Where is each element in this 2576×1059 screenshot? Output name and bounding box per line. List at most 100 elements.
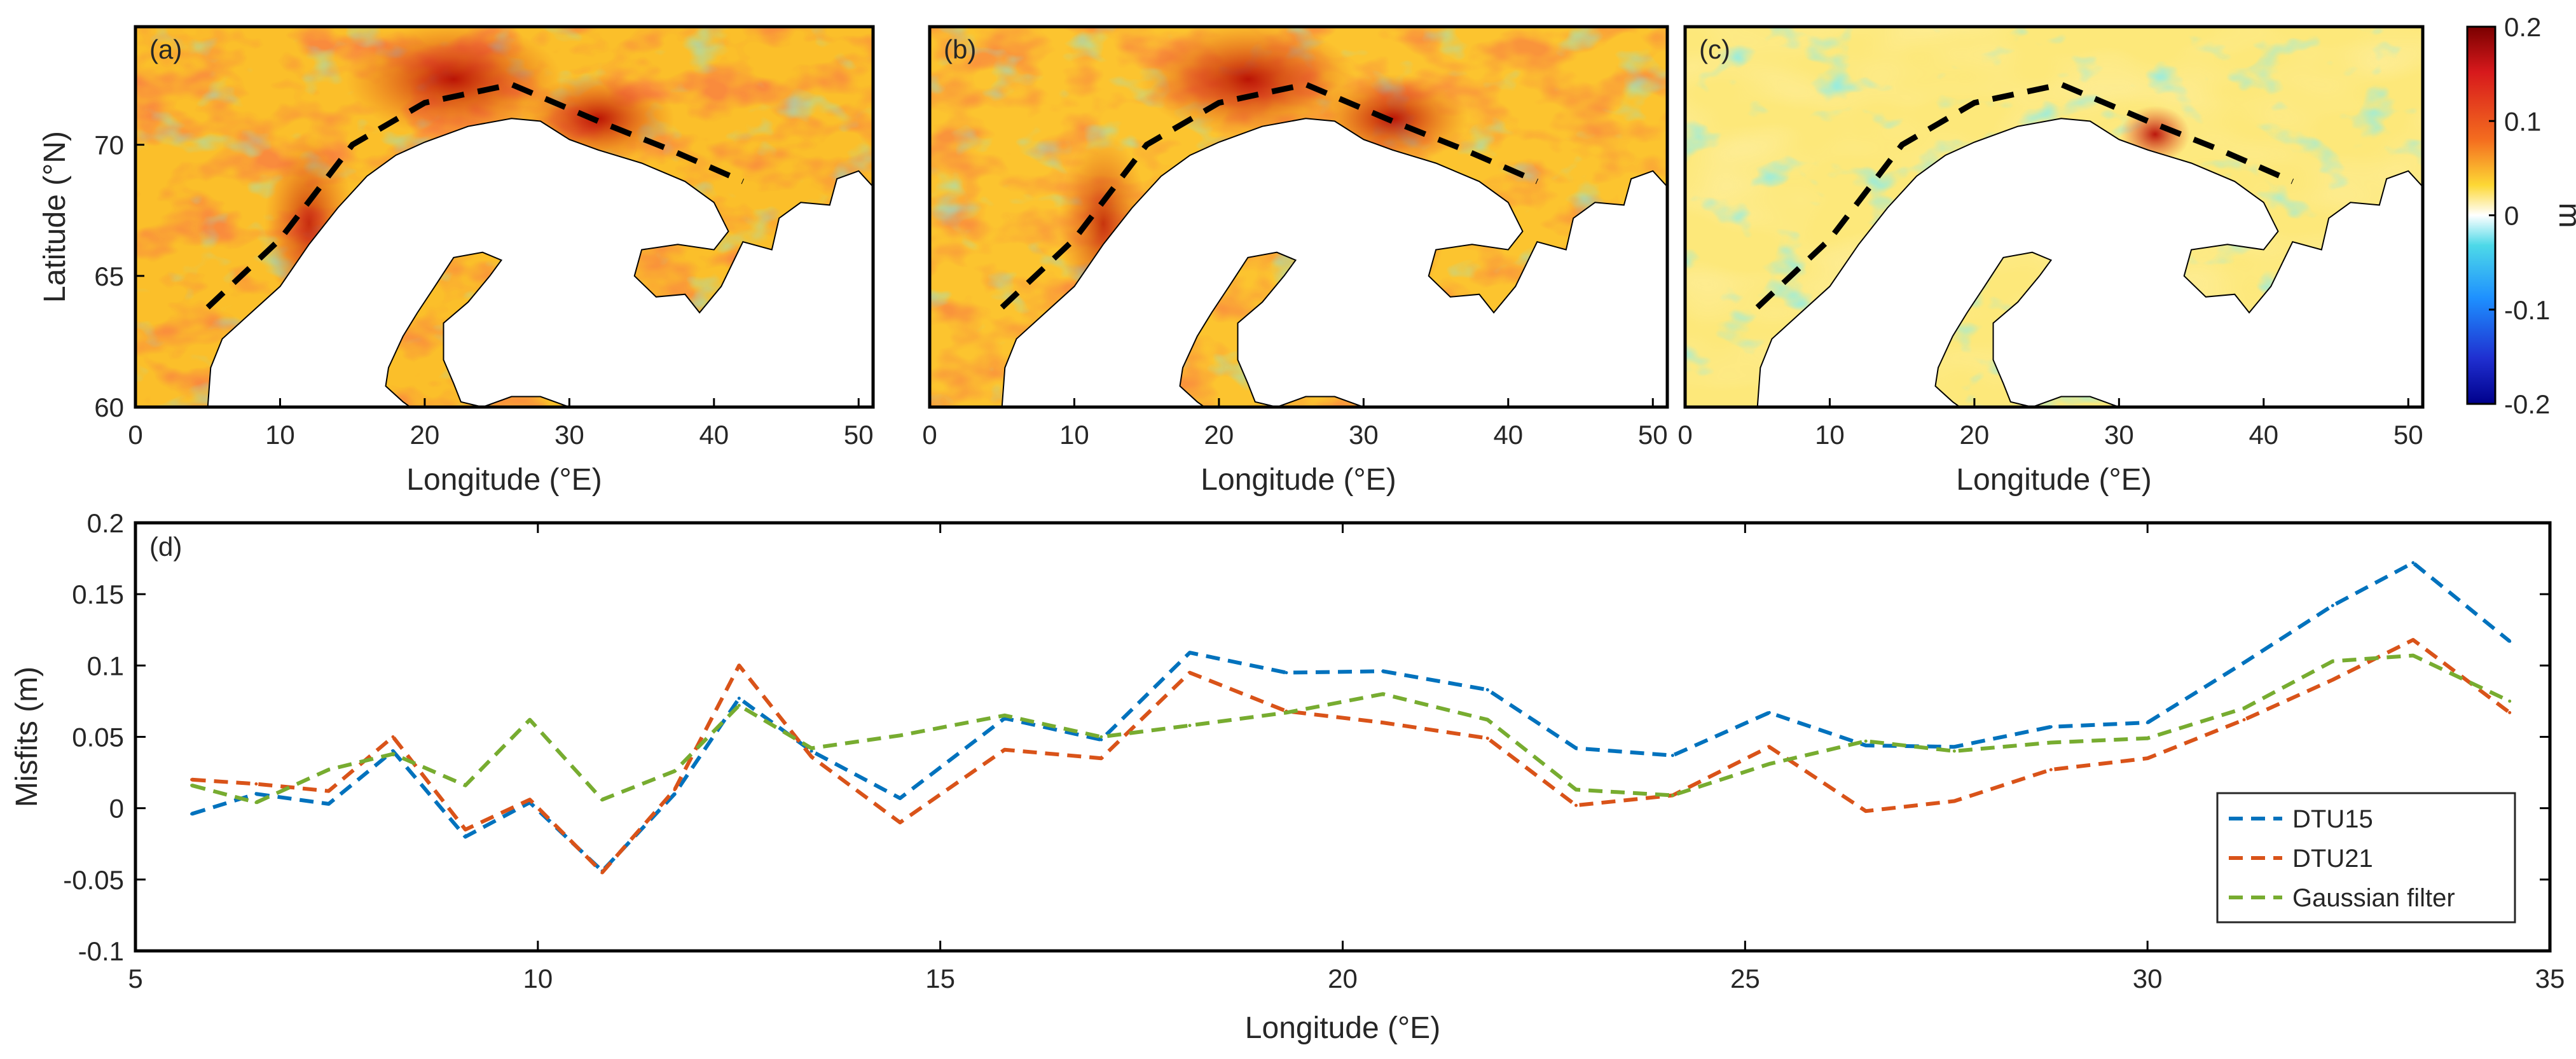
data-point: [809, 755, 813, 759]
data-point: [1188, 651, 1192, 654]
y-tick-label: 60: [94, 392, 124, 422]
colorbar: 0.2 0.1 0 -0.1 -0.2 m: [2466, 12, 2576, 419]
data-point: [1099, 756, 1103, 760]
colorbar-tick-label: -0.1: [2504, 295, 2550, 325]
x-tick-label: 15: [925, 964, 955, 993]
x-tick-label: 0: [1677, 420, 1692, 450]
data-point: [1485, 718, 1489, 722]
x-tick-label: 30: [2133, 964, 2163, 993]
x-tick-label: 20: [1960, 420, 1990, 450]
track-line: [1000, 81, 1539, 310]
x-axis-label: Longitude (°E): [406, 463, 602, 497]
data-point: [254, 801, 258, 805]
panel-label: (a): [149, 34, 182, 64]
data-point: [2049, 768, 2053, 772]
data-point: [1485, 688, 1489, 691]
x-tick-label: 30: [1349, 420, 1379, 450]
data-point: [327, 789, 331, 793]
y-tick-label: 0.1: [87, 651, 124, 681]
data-point: [2411, 654, 2415, 658]
data-point: [898, 820, 902, 824]
map-hotspot: [345, 27, 562, 137]
colorbar-tick-label: 0.2: [2504, 12, 2541, 42]
data-point: [254, 792, 258, 796]
y-tick-label: -0.1: [78, 936, 124, 966]
data-point: [2508, 639, 2512, 643]
data-point: [2049, 725, 2053, 729]
data-point: [391, 752, 395, 756]
data-point: [2331, 604, 2334, 607]
data-point: [737, 703, 741, 707]
x-tick-label: 50: [844, 420, 874, 450]
x-tick-label: 10: [1059, 420, 1089, 450]
map-field: [135, 27, 873, 407]
data-point: [528, 798, 532, 801]
data-point: [1864, 744, 1868, 747]
data-point: [2508, 710, 2512, 714]
map-frame: [134, 25, 875, 409]
data-point: [1003, 748, 1007, 752]
x-tick-label: 30: [554, 420, 584, 450]
map-panels: (a) 0 10 20 30 40 50 Longitude (°E) 60 65 70 Latitu…: [38, 25, 2425, 497]
data-point: [327, 802, 331, 806]
data-point: [600, 798, 604, 801]
legend-entry: DTU21: [2292, 845, 2373, 873]
y-tick-label: 0.2: [87, 508, 124, 538]
data-point: [464, 784, 467, 787]
data-point: [1864, 809, 1868, 813]
colorbar-tick-label: -0.2: [2504, 389, 2550, 419]
data-point: [1864, 739, 1868, 743]
data-point: [1952, 749, 1956, 753]
data-point: [1188, 671, 1192, 675]
colorbar-tick-label: 0: [2504, 201, 2519, 231]
x-tick-label: 0: [922, 420, 937, 450]
x-tick-label: 20: [1328, 964, 1358, 993]
y-tick-label: -0.05: [63, 865, 124, 895]
colorbar-tick-label: 0.1: [2504, 106, 2541, 136]
x-tick-label: 40: [1493, 420, 1523, 450]
data-point: [1381, 692, 1385, 696]
data-point: [2146, 737, 2149, 740]
data-point: [1381, 721, 1385, 724]
data-point: [528, 718, 532, 722]
x-tick-label: 50: [2393, 420, 2423, 450]
data-point: [2331, 660, 2334, 663]
y-tick-label: 65: [94, 261, 124, 291]
x-tick-label: 10: [265, 420, 295, 450]
y-tick-label: 0.15: [72, 579, 124, 609]
x-tick-label: 0: [128, 420, 142, 450]
y-tick-label: 0.05: [72, 723, 124, 752]
misfit-chart: (d) 5 10 15 20 25 30 35 0.2 0.15 0.1 0.05 0 -0.05 -0.1…: [10, 508, 2565, 1045]
map-field: [1685, 27, 2423, 407]
series-line: [191, 560, 2511, 873]
data-point: [1099, 738, 1103, 742]
data-point: [1381, 669, 1385, 673]
data-point: [1767, 762, 1771, 766]
plot-area: [134, 521, 2552, 953]
data-point: [1767, 745, 1771, 749]
data-point: [190, 812, 194, 816]
y-tick-label: 0: [109, 794, 124, 824]
data-point: [391, 735, 395, 738]
x-tick-label: 5: [128, 964, 142, 993]
x-tick-label: 30: [2104, 420, 2134, 450]
map-hotspot: [1140, 27, 1356, 137]
data-point: [673, 788, 677, 791]
x-axis-label: Longitude (°E): [1956, 463, 2151, 497]
map-frame: [1683, 25, 2425, 409]
data-point: [1574, 788, 1578, 791]
data-point: [673, 769, 677, 773]
data-point: [1003, 714, 1007, 717]
y-tick-label: 70: [94, 130, 124, 160]
x-tick-label: 10: [1815, 420, 1845, 450]
data-point: [190, 778, 194, 782]
series-line: [191, 653, 2511, 805]
data-point: [809, 746, 813, 750]
y-axis-label: Misfits (m): [10, 667, 44, 807]
land-mask: [1756, 118, 2423, 407]
data-point: [2049, 741, 2053, 744]
x-tick-label: 20: [410, 420, 440, 450]
x-tick-label: 40: [2249, 420, 2278, 450]
data-point: [1485, 737, 1489, 740]
legend-entry: Gaussian filter: [2292, 884, 2455, 912]
